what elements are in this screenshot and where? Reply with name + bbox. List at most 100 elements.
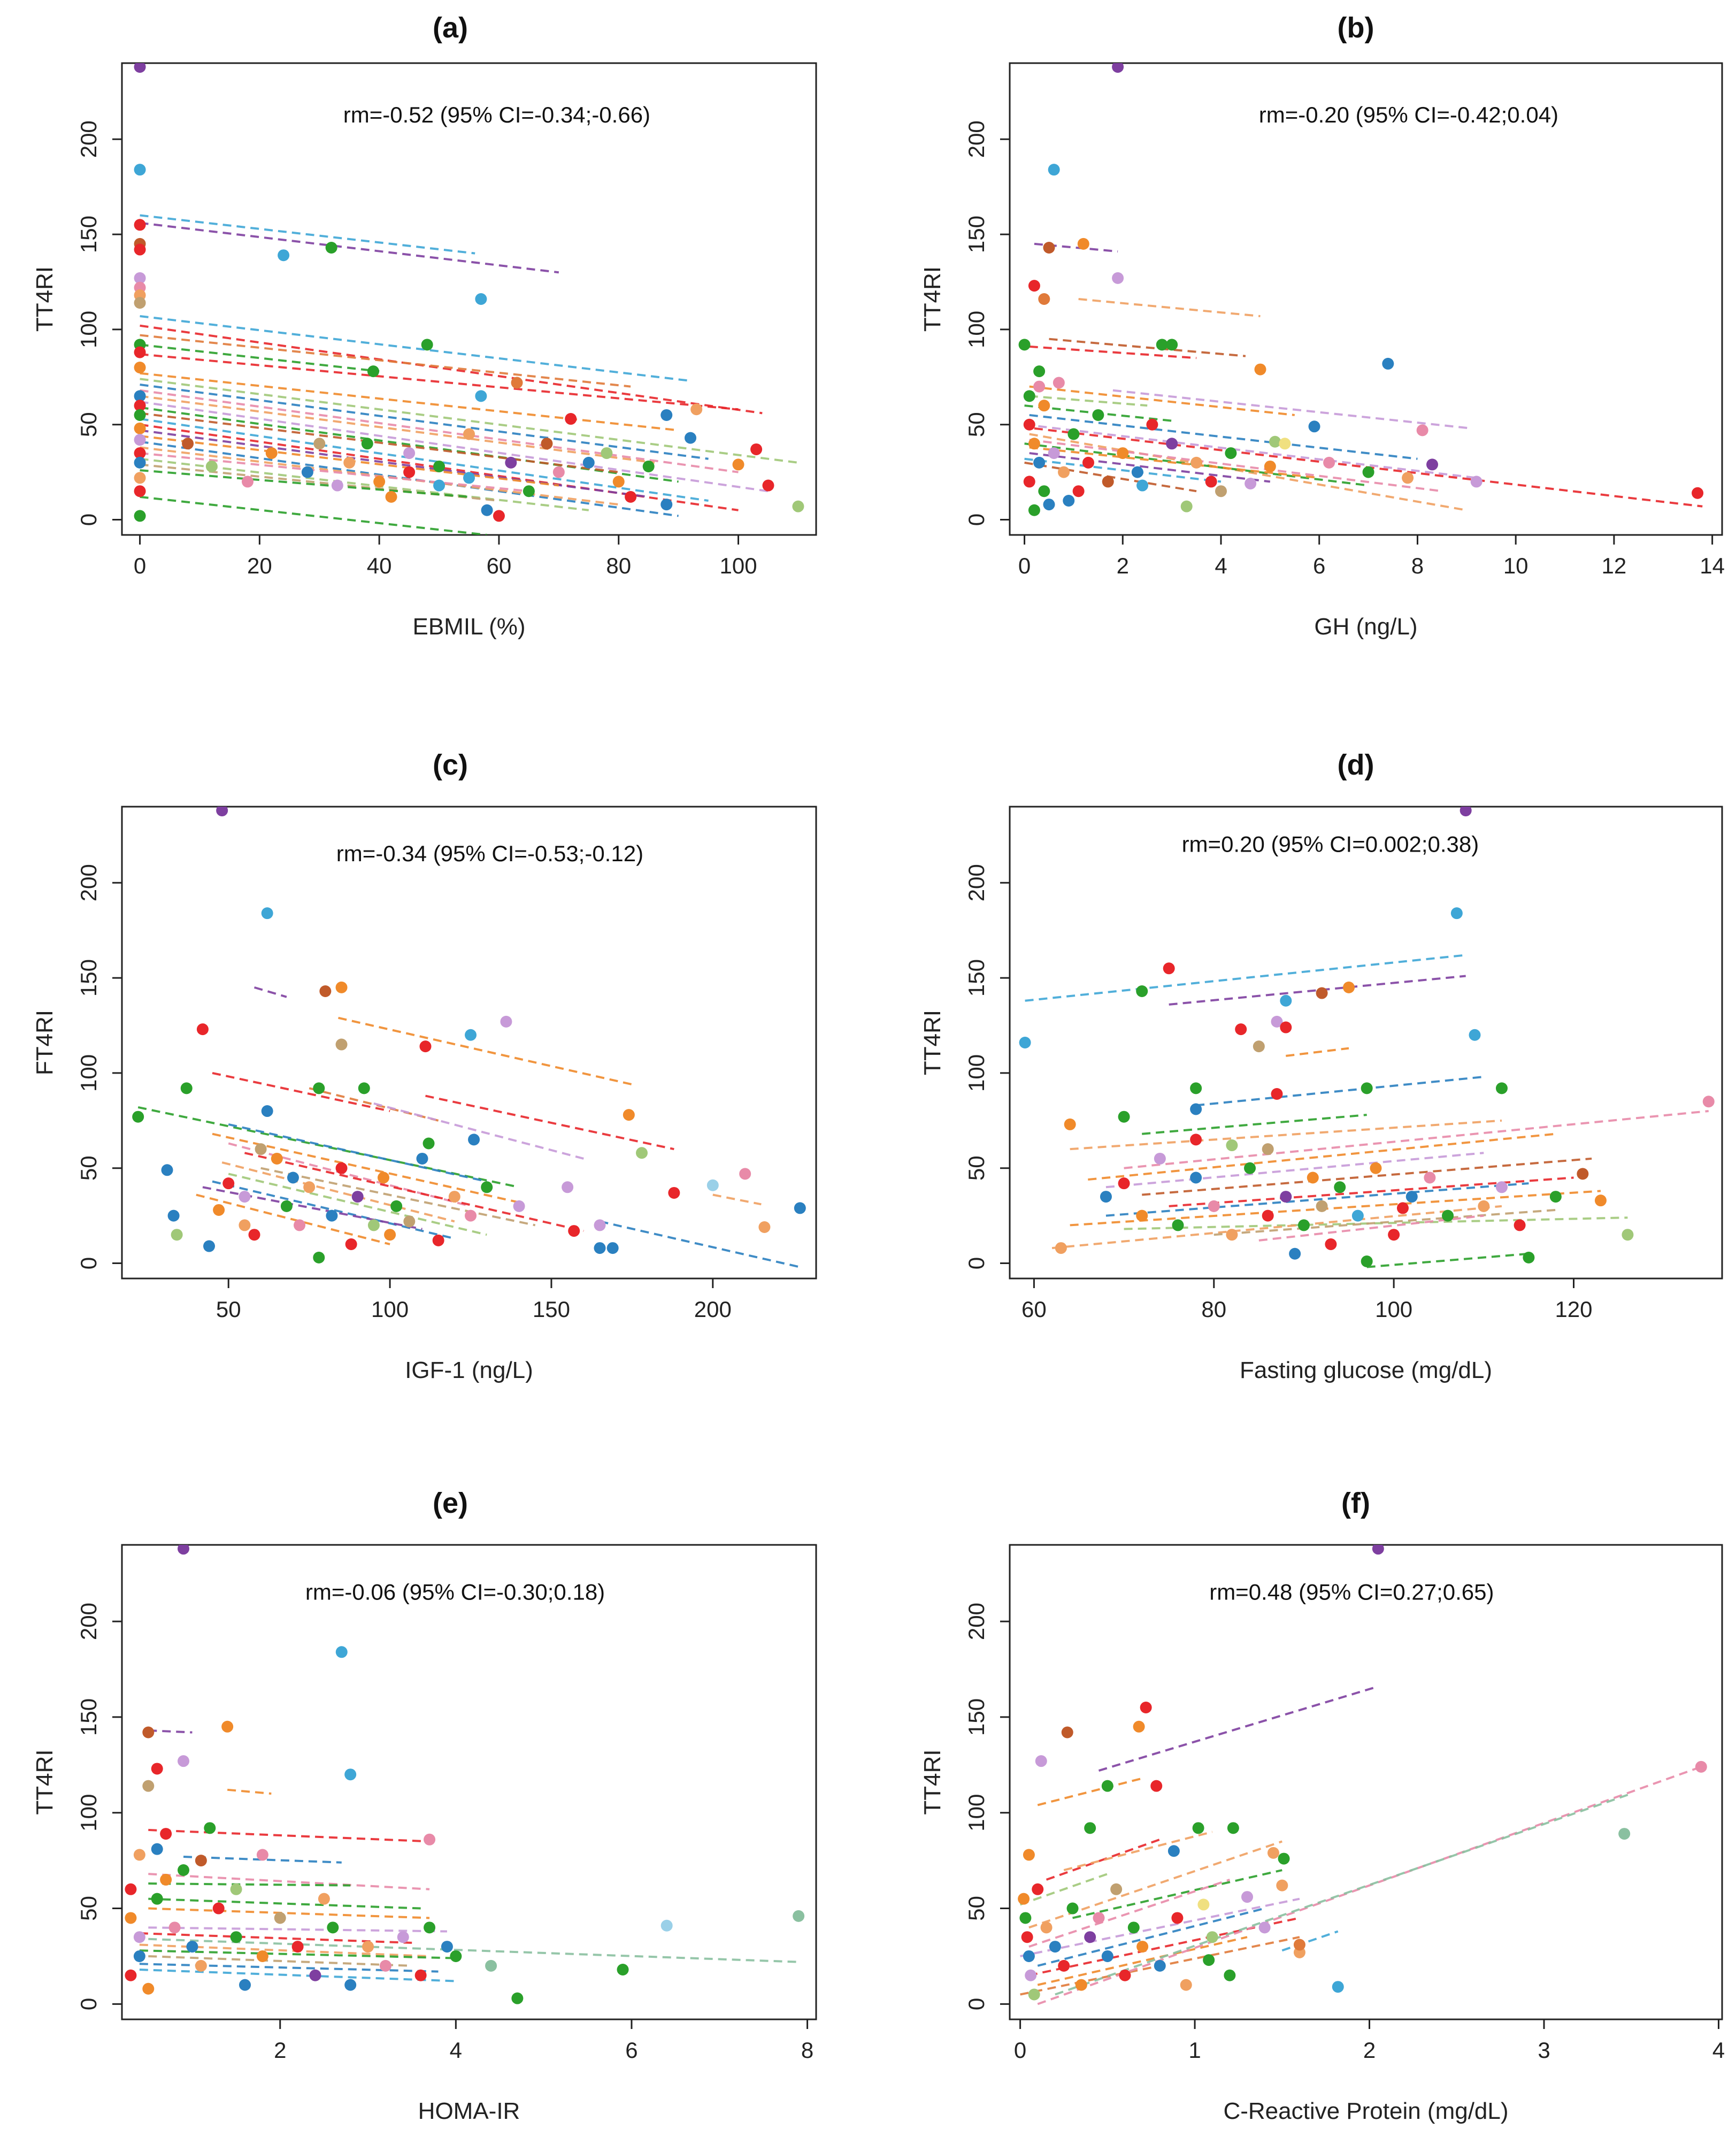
data-point [1023, 390, 1035, 402]
regression-line [712, 1193, 762, 1206]
data-point [793, 1910, 805, 1922]
data-point [1388, 1229, 1400, 1241]
data-point [331, 479, 343, 492]
regression-line [140, 372, 679, 432]
data-point [1450, 907, 1463, 920]
x-tick-label: 0 [134, 553, 146, 578]
data-point [1033, 365, 1046, 378]
y-tick-label: 200 [964, 1603, 989, 1640]
data-point [623, 1109, 635, 1121]
data-point [758, 1221, 771, 1233]
data-point [134, 219, 146, 231]
data-point [1405, 1191, 1418, 1203]
data-point [134, 456, 146, 469]
data-point [1308, 420, 1320, 433]
data-point [178, 1864, 190, 1877]
data-point [1032, 1883, 1044, 1895]
data-point [424, 1833, 436, 1846]
data-point [1167, 1845, 1180, 1857]
data-point [319, 985, 332, 997]
data-point [1049, 1941, 1061, 1953]
data-point [475, 390, 487, 402]
data-point [594, 1242, 606, 1254]
x-tick-label: 8 [1411, 553, 1424, 578]
data-point [1258, 1921, 1271, 1934]
data-point [151, 1763, 163, 1775]
data-point [1396, 1202, 1409, 1214]
panel-f: (f) 0 1 2 3 4 0 50 100 150 200 C-Reactive Protein (… [919, 1487, 1725, 2124]
data-point [1064, 1118, 1076, 1130]
data-point [762, 479, 774, 492]
y-tick-label: 200 [964, 120, 989, 158]
data-point [1514, 1219, 1526, 1231]
data-point [660, 1919, 673, 1932]
x-tick-label: 3 [1538, 2038, 1550, 2063]
data-point [384, 1229, 396, 1241]
data-point [792, 500, 804, 512]
x-tick-label: 2 [1363, 2038, 1376, 2063]
data-point [344, 1768, 357, 1781]
correlation-annotation: rm=0.20 (95% CI=0.002;0.38) [1182, 832, 1479, 857]
data-point [134, 164, 146, 176]
x-tick-label: 50 [216, 1297, 241, 1322]
y-tick-label: 100 [76, 311, 101, 348]
regression-line [140, 334, 631, 388]
regression-line [1142, 1114, 1367, 1135]
data-point [1156, 339, 1168, 351]
data-point [1267, 1847, 1279, 1859]
data-point [1040, 1921, 1053, 1934]
regression-line [1070, 1190, 1601, 1227]
data-point [1043, 241, 1055, 254]
panel-a: (a) 0 20 40 60 80 100 0 50 100 150 200 EBMIL (%) TT4R… [32, 12, 817, 640]
data-point [1205, 476, 1217, 488]
data-point [1025, 1969, 1037, 1981]
data-point [361, 438, 373, 450]
x-tick-label: 14 [1700, 553, 1725, 578]
data-point [1361, 1255, 1373, 1267]
data-point [1264, 460, 1276, 472]
data-point [367, 1219, 380, 1231]
data-point [403, 466, 416, 478]
data-point [345, 1238, 357, 1250]
regression-line [1078, 298, 1261, 317]
data-point [303, 1181, 316, 1193]
data-point [523, 485, 535, 497]
regression-line [1169, 1176, 1574, 1207]
y-axis-label: TT4RI [919, 1010, 946, 1075]
data-point [1362, 466, 1374, 478]
data-point [1163, 962, 1175, 975]
data-point [241, 476, 254, 488]
data-point [1224, 1969, 1236, 1981]
regression-line [1055, 1793, 1632, 1996]
data-point [161, 1164, 173, 1176]
data-point [448, 1191, 460, 1203]
y-tick-label: 150 [964, 216, 989, 253]
data-point [256, 1849, 268, 1861]
regression-line [1105, 1182, 1529, 1217]
data-point [1023, 1950, 1035, 1962]
data-point [335, 1646, 348, 1658]
data-point [1055, 1242, 1067, 1254]
regression-line [228, 1123, 487, 1183]
data-point [178, 1755, 190, 1767]
data-point [433, 479, 445, 492]
data-point [739, 1168, 751, 1180]
data-point [1023, 418, 1035, 431]
data-point [178, 1545, 190, 1555]
data-point [133, 1950, 145, 1962]
data-point [1382, 357, 1394, 370]
regression-line [140, 389, 739, 473]
data-point [160, 1828, 172, 1840]
y-tick-label: 0 [76, 514, 101, 526]
data-point [1495, 1181, 1508, 1193]
correlation-annotation: rm=-0.20 (95% CI=-0.42;0.04) [1259, 102, 1558, 127]
x-tick-label: 80 [606, 553, 631, 578]
regression-lines [139, 1729, 799, 1982]
data-point [168, 1921, 181, 1934]
data-point [541, 438, 553, 450]
data-point [132, 1111, 144, 1123]
data-point [1416, 424, 1428, 437]
data-point [1206, 1931, 1218, 1943]
data-point [463, 428, 475, 440]
regression-line [148, 1907, 430, 1919]
